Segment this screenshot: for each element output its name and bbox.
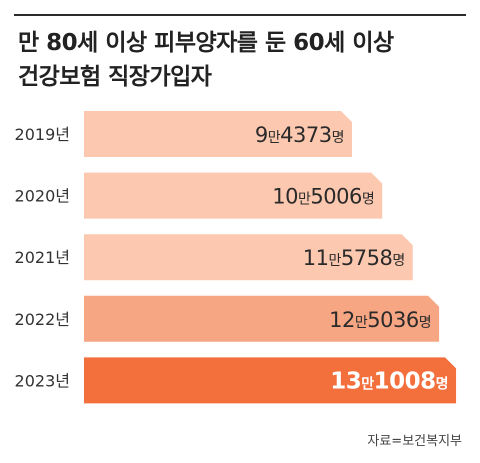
value-label: 9만4373명	[255, 123, 344, 147]
bar	[84, 172, 383, 219]
bar	[84, 295, 440, 342]
category-label: 2019년	[15, 125, 70, 144]
title-line-2: 건강보험 직장가입자	[18, 64, 212, 90]
bar	[84, 234, 413, 281]
chart-title: 만 80세 이상 피부양자를 둔 60세 이상 건강보험 직장가입자	[18, 26, 458, 94]
source-note: 자료=보건복지부	[367, 434, 462, 449]
bar	[84, 111, 353, 157]
category-label: 2021년	[15, 248, 70, 267]
value-label: 10만5006명	[272, 185, 374, 209]
category-label: 2020년	[15, 187, 70, 206]
value-label: 13만1008명	[330, 368, 448, 394]
value-label: 12만5036명	[329, 308, 431, 332]
value-label: 11만5758명	[303, 246, 405, 270]
category-label: 2022년	[15, 310, 70, 329]
title-line-1: 만 80세 이상 피부양자를 둔 60세 이상	[18, 30, 394, 56]
top-rule	[14, 14, 466, 16]
category-label: 2023년	[15, 371, 70, 390]
bar	[84, 357, 457, 404]
